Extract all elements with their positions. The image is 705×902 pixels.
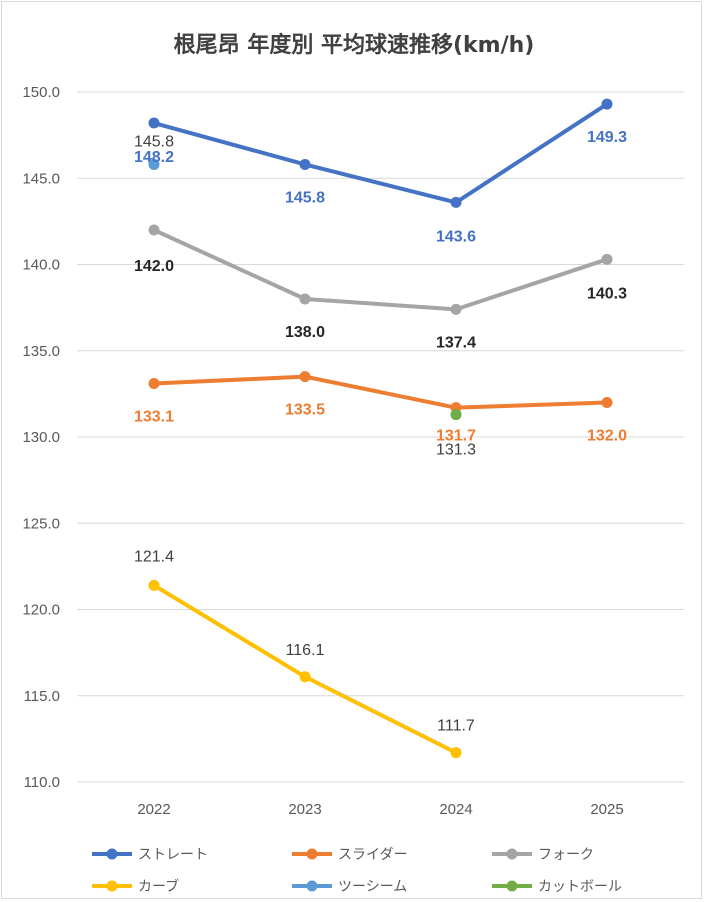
data-point: [148, 117, 160, 129]
series-line: [152, 583, 458, 755]
y-tick-label: 125.0: [22, 515, 60, 532]
data-label: 111.7: [437, 718, 475, 735]
data-point: [148, 158, 160, 170]
data-label: 133.5: [285, 402, 325, 419]
y-tick-label: 140.0: [22, 257, 60, 274]
data-point: [299, 671, 311, 683]
y-axis-ticks: 110.0 115.0 120.0 125.0 130.0 135.0 140.0 145.0…: [22, 84, 60, 791]
series-3: [148, 579, 462, 759]
legend-marker: [506, 880, 518, 892]
data-label: 143.6: [436, 228, 476, 245]
y-tick-label: 150.0: [22, 84, 60, 101]
legend-label: スライダー: [338, 847, 407, 863]
y-tick-label: 135.0: [22, 343, 60, 360]
data-label: 137.4: [436, 334, 476, 351]
data-point: [299, 158, 311, 170]
gridlines: [77, 91, 684, 783]
legend-item: カットボール: [492, 879, 622, 895]
data-point: [601, 397, 613, 408]
x-tick-label: 2025: [590, 801, 623, 818]
legend-marker: [306, 880, 318, 892]
data-label: 132.0: [587, 428, 627, 445]
legend-marker: [106, 880, 118, 892]
data-label: 148.2: [134, 149, 174, 166]
data-point: [601, 253, 613, 265]
data-label: 131.7: [436, 428, 476, 445]
data-point: [148, 579, 160, 591]
data-label: 145.8: [134, 133, 174, 150]
data-point: [299, 371, 311, 383]
data-point: [450, 303, 462, 315]
y-tick-label: 130.0: [22, 429, 60, 446]
data-point: [450, 196, 462, 208]
x-tick-label: 2023: [288, 801, 321, 818]
series-1: [148, 371, 613, 414]
series-0: [148, 98, 613, 208]
data-label: 142.0: [134, 258, 174, 275]
y-tick-label: 120.0: [22, 602, 60, 619]
series-line: [152, 374, 609, 410]
data-label: 140.3: [587, 285, 627, 302]
x-tick-label: 2022: [137, 801, 170, 818]
data-point: [148, 224, 160, 236]
series-4: [148, 158, 160, 170]
y-tick-label: 110.0: [24, 774, 60, 791]
legend-marker: [106, 848, 118, 860]
x-tick-label: 2024: [439, 801, 472, 818]
data-label: 145.8: [285, 189, 325, 206]
legend-item: ストレート: [92, 847, 208, 863]
legend-item: スライダー: [292, 847, 407, 863]
data-point: [450, 747, 462, 759]
chart-title: 根尾昂 年度別 平均球速推移(km/h): [174, 32, 535, 58]
series-2: [148, 224, 613, 315]
legend-marker: [506, 848, 518, 860]
y-tick-label: 115.0: [24, 688, 60, 705]
data-label: 138.0: [285, 324, 325, 341]
data-label: 116.1: [286, 642, 325, 659]
series-group: [148, 98, 613, 759]
legend-label: ストレート: [138, 847, 208, 863]
legend-item: カーブ: [92, 878, 179, 895]
series-5: [450, 409, 462, 421]
data-label: 133.1: [134, 409, 174, 426]
legend-label: ツーシーム: [338, 879, 407, 895]
series-line: [152, 228, 609, 312]
legend-label: フォーク: [538, 847, 594, 863]
data-point: [148, 378, 160, 390]
data-point: [450, 409, 462, 421]
legend-item: ツーシーム: [292, 879, 407, 895]
data-point: [601, 98, 613, 110]
data-label: 131.3: [436, 442, 476, 459]
data-label: 121.4: [134, 548, 174, 565]
data-label: 149.3: [587, 129, 627, 146]
y-tick-label: 145.0: [22, 170, 60, 187]
data-point: [299, 293, 311, 305]
legend-label: カットボール: [538, 879, 622, 895]
legend-label: カーブ: [138, 878, 179, 895]
legend-marker: [306, 848, 318, 860]
series-line: [152, 102, 609, 205]
x-axis-ticks: 2022 2023 2024 2025: [137, 801, 623, 818]
legend-item: フォーク: [492, 847, 594, 863]
